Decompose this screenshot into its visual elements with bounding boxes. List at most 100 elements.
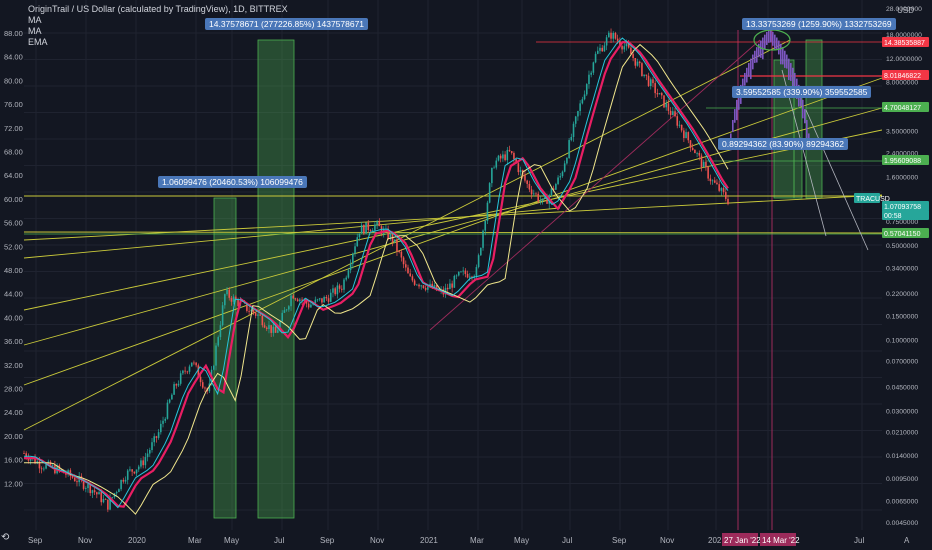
left-tick-label: 16.00 bbox=[4, 456, 23, 465]
right-tick-label: 12.0000000 bbox=[886, 56, 922, 63]
candle-body bbox=[687, 132, 690, 141]
candle-body bbox=[532, 193, 535, 195]
candle-body bbox=[416, 284, 418, 286]
candle-body bbox=[281, 312, 284, 322]
measure-label-2[interactable]: 1.06099476 (20460.53%) 106099476 bbox=[158, 176, 307, 188]
overlay-candle bbox=[790, 63, 792, 81]
candle-body bbox=[672, 111, 674, 115]
candle-body bbox=[453, 275, 456, 288]
candle-body bbox=[506, 149, 509, 161]
symbol-title[interactable]: OriginTrail / US Dollar (calculated by T… bbox=[28, 4, 288, 14]
candle-body bbox=[34, 457, 36, 464]
candle-body bbox=[577, 111, 579, 117]
candle-body bbox=[38, 461, 41, 469]
left-tick-label: 64.00 bbox=[4, 171, 23, 180]
candle-body bbox=[713, 180, 716, 183]
candle-body bbox=[71, 476, 74, 478]
candle-body bbox=[111, 497, 114, 498]
time-tick-label: Mar bbox=[470, 536, 484, 545]
candle-body bbox=[427, 286, 429, 290]
candle-body bbox=[115, 492, 118, 494]
candle-body bbox=[625, 43, 628, 47]
overlay-candle bbox=[768, 29, 770, 43]
candle-body bbox=[259, 314, 261, 316]
candle-body bbox=[318, 298, 321, 300]
trendline bbox=[23, 231, 883, 234]
candle-body bbox=[623, 46, 626, 50]
candle-body bbox=[594, 53, 597, 63]
candle-body bbox=[420, 285, 423, 287]
candle-body bbox=[541, 198, 544, 201]
measure-label-5[interactable]: 0.89294362 (83.90%) 89294362 bbox=[718, 138, 848, 150]
candle-body bbox=[347, 270, 350, 278]
candle-body bbox=[581, 99, 584, 104]
candle-body bbox=[252, 309, 255, 313]
candle-body bbox=[310, 304, 312, 308]
candle-body bbox=[349, 263, 352, 271]
right-tick-label: 0.0140000 bbox=[886, 453, 918, 460]
time-highlight-label: 27 Jan '22 bbox=[724, 536, 761, 545]
candle-body bbox=[561, 171, 564, 177]
candle-body bbox=[133, 471, 136, 474]
time-tick-label: Jul bbox=[854, 536, 864, 545]
candle-body bbox=[475, 267, 478, 276]
measure-label-3[interactable]: 13.33753269 (1259.90%) 1332753269 bbox=[742, 18, 896, 30]
measure-label-4[interactable]: 3.59552585 (339.90%) 359552585 bbox=[732, 86, 872, 98]
right-tick-label: 0.3400000 bbox=[886, 266, 918, 273]
price-label-bg bbox=[882, 210, 929, 220]
candle-body bbox=[546, 197, 548, 204]
candle-body bbox=[477, 255, 480, 268]
left-axis: 88.00 84.00 80.00 76.00 72.00 68.00 64.00 60.00… bbox=[4, 29, 23, 488]
candle-body bbox=[393, 239, 396, 242]
left-tick-label: 88.00 bbox=[4, 29, 23, 38]
candle-body bbox=[431, 283, 434, 289]
candle-body bbox=[204, 387, 206, 389]
candle-body bbox=[168, 399, 171, 403]
candle-body bbox=[182, 370, 184, 374]
indicator-ma-2[interactable]: MA bbox=[28, 26, 42, 36]
candle-body bbox=[45, 464, 47, 469]
candle-body bbox=[369, 230, 372, 231]
candle-body bbox=[96, 492, 98, 495]
candle-body bbox=[118, 489, 120, 493]
measure-label-1[interactable]: 14.37578671 (277226.85%) 1437578671 bbox=[205, 18, 369, 30]
price-label-text: 1.95609088 bbox=[884, 158, 921, 165]
candle-body bbox=[107, 499, 109, 510]
overlay-candle bbox=[756, 47, 758, 63]
candle-body bbox=[660, 93, 663, 96]
candle-body bbox=[76, 481, 78, 483]
candle-body bbox=[634, 58, 637, 66]
price-label-text: 1.07093758 bbox=[884, 204, 921, 211]
indicator-ma-1[interactable]: MA bbox=[28, 15, 42, 25]
candle-body bbox=[641, 63, 643, 77]
left-tick-label: 44.00 bbox=[4, 290, 23, 299]
candle-body bbox=[504, 154, 506, 161]
overlay-candle bbox=[778, 40, 780, 55]
candle-body bbox=[140, 460, 142, 467]
candle-body bbox=[510, 151, 513, 153]
candle-body bbox=[336, 285, 339, 295]
indicator-ema[interactable]: EMA bbox=[28, 37, 48, 47]
candle-body bbox=[464, 270, 467, 274]
right-tick-label: 0.5000000 bbox=[886, 243, 918, 250]
candle-body bbox=[142, 460, 144, 466]
time-tick-label: Nov bbox=[78, 536, 92, 545]
right-tick-label: 0.0045000 bbox=[886, 520, 918, 527]
left-tick-label: 48.00 bbox=[4, 266, 23, 275]
overlay-candle bbox=[772, 31, 774, 46]
candle-body bbox=[605, 37, 608, 46]
left-tick-label: 52.00 bbox=[4, 242, 23, 251]
candle-body bbox=[592, 62, 595, 73]
right-tick-label: 0.0210000 bbox=[886, 429, 918, 436]
candle-body bbox=[283, 310, 286, 313]
candle-body bbox=[345, 277, 348, 280]
time-tick-label: May bbox=[514, 536, 529, 545]
overlay-candle bbox=[794, 72, 796, 93]
tradingview-logo-icon[interactable]: ⟲ bbox=[1, 532, 10, 543]
candle-body bbox=[707, 167, 709, 179]
candle-body bbox=[29, 458, 32, 461]
moving-averages bbox=[24, 37, 729, 515]
candle-body bbox=[468, 276, 471, 278]
overlay-candle bbox=[774, 34, 776, 50]
